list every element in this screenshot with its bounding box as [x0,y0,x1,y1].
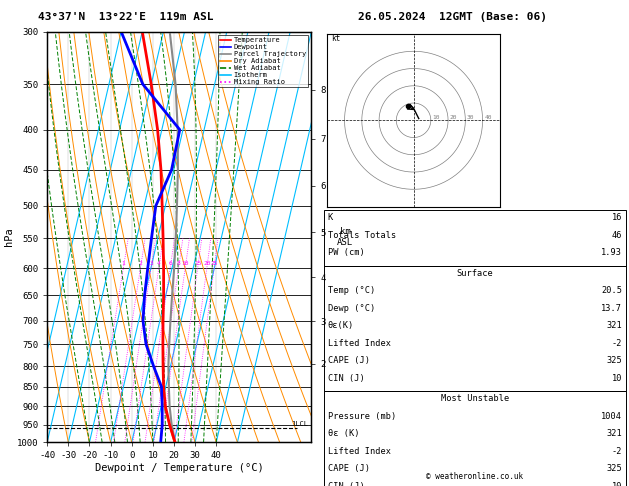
Text: 10: 10 [433,115,440,120]
Text: CAPE (J): CAPE (J) [328,464,370,473]
Text: 20: 20 [450,115,457,120]
Text: 16: 16 [611,213,622,223]
Text: Totals Totals: Totals Totals [328,231,396,240]
Y-axis label: km
ASL: km ASL [337,227,353,246]
Text: θε(K): θε(K) [328,321,354,330]
Text: 321: 321 [606,321,622,330]
Text: 4: 4 [157,261,160,266]
Text: Lifted Index: Lifted Index [328,339,391,348]
Text: 40: 40 [484,115,492,120]
Text: 10: 10 [182,261,189,266]
Text: 46: 46 [611,231,622,240]
Text: Surface: Surface [457,269,493,278]
Text: 8: 8 [177,261,181,266]
Text: -2: -2 [611,339,622,348]
Text: 325: 325 [606,356,622,365]
Text: Pressure (mb): Pressure (mb) [328,412,396,421]
Text: 30: 30 [467,115,474,120]
Text: 20.5: 20.5 [601,286,622,295]
Text: Dewp (°C): Dewp (°C) [328,304,375,313]
Text: 1: 1 [121,261,125,266]
Text: 321: 321 [606,429,622,438]
Text: 1.93: 1.93 [601,248,622,258]
Text: 6: 6 [169,261,172,266]
Text: Temp (°C): Temp (°C) [328,286,375,295]
Text: CAPE (J): CAPE (J) [328,356,370,365]
Text: 15: 15 [194,261,201,266]
Text: Lifted Index: Lifted Index [328,447,391,456]
Text: Most Unstable: Most Unstable [441,394,509,403]
Text: 13.7: 13.7 [601,304,622,313]
Y-axis label: hPa: hPa [4,227,14,246]
Text: © weatheronline.co.uk: © weatheronline.co.uk [426,472,523,481]
Text: 43°37'N  13°22'E  119m ASL: 43°37'N 13°22'E 119m ASL [38,12,214,22]
Text: 25: 25 [210,261,218,266]
Text: PW (cm): PW (cm) [328,248,364,258]
Text: 20: 20 [203,261,211,266]
Text: 26.05.2024  12GMT (Base: 06): 26.05.2024 12GMT (Base: 06) [359,12,547,22]
X-axis label: Dewpoint / Temperature (°C): Dewpoint / Temperature (°C) [95,463,264,473]
Text: 1004: 1004 [601,412,622,421]
Text: 325: 325 [606,464,622,473]
Text: 1LCL: 1LCL [291,421,308,427]
Text: CIN (J): CIN (J) [328,482,364,486]
Legend: Temperature, Dewpoint, Parcel Trajectory, Dry Adiabat, Wet Adiabat, Isotherm, Mi: Temperature, Dewpoint, Parcel Trajectory… [218,35,308,87]
Text: -2: -2 [611,447,622,456]
Text: 3: 3 [149,261,153,266]
Text: kt: kt [331,34,340,43]
Text: K: K [328,213,333,223]
Text: 10: 10 [611,374,622,383]
Text: 10: 10 [611,482,622,486]
Text: 2: 2 [138,261,142,266]
Text: CIN (J): CIN (J) [328,374,364,383]
Text: θε (K): θε (K) [328,429,359,438]
